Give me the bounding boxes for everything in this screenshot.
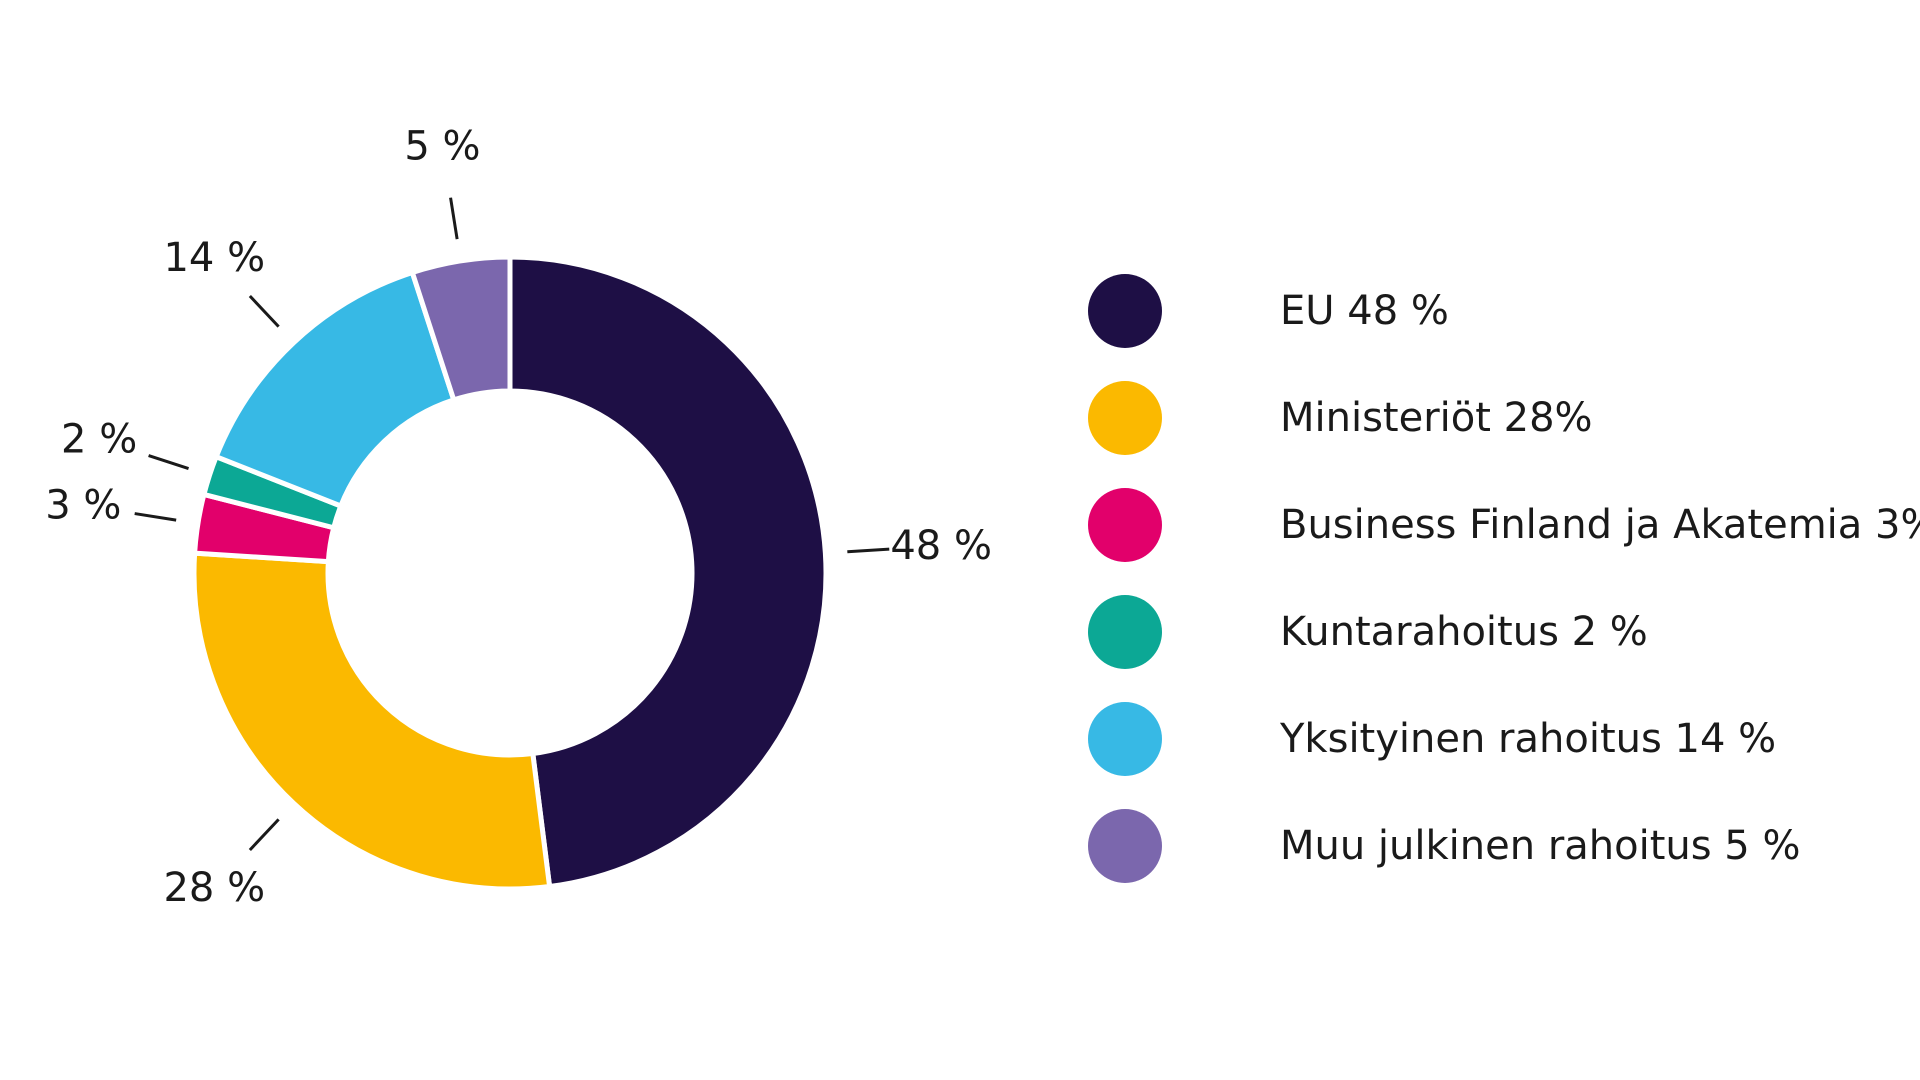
leader-line-4 [248, 294, 280, 328]
slice-yksityinen-rahoitus [212, 269, 457, 510]
legend-swatch-icon [1088, 488, 1162, 562]
slice-labels: 48 % 28 % 3 % 2 % 14 % 5 % [45, 123, 992, 911]
legend-label: Business Finland ja Akatemia 3% [1280, 502, 1920, 548]
legend-swatch-icon [1088, 702, 1162, 776]
slice-label-1: 28 % [163, 865, 265, 911]
legend-label: Ministeriöt 28% [1280, 395, 1593, 441]
legend-item: EU 48 % [1088, 274, 1920, 348]
slice-ministeriöt [191, 550, 553, 892]
legend-swatch-icon [1088, 595, 1162, 669]
legend-item: Kuntarahoitus 2 % [1088, 595, 1920, 669]
slice-label-3: 2 % [61, 417, 137, 463]
slice-label-2: 3 % [45, 482, 121, 528]
legend-swatch-icon [1088, 274, 1162, 348]
legend-label: Muu julkinen rahoitus 5 % [1280, 823, 1801, 869]
legend-item: Muu julkinen rahoitus 5 % [1088, 809, 1920, 883]
donut-slices [191, 254, 829, 892]
leader-line-5 [449, 197, 459, 240]
leader-line-0 [847, 547, 890, 554]
slice-label-4: 14 % [163, 235, 265, 281]
legend-item: Business Finland ja Akatemia 3% [1088, 488, 1920, 562]
leader-lines [134, 197, 890, 852]
legend-item: Ministeriöt 28% [1088, 381, 1920, 455]
slice-label-0: 48 % [890, 523, 992, 569]
legend: EU 48 % Ministeriöt 28% Business Finland j… [1088, 274, 1920, 916]
legend-label: EU 48 % [1280, 288, 1449, 334]
leader-line-1 [248, 818, 280, 852]
slice-muu-julkinen-rahoitus [409, 254, 513, 404]
legend-label: Kuntarahoitus 2 % [1280, 609, 1648, 655]
slice-label-5: 5 % [404, 123, 480, 169]
legend-item: Yksityinen rahoitus 14 % [1088, 702, 1920, 776]
legend-label: Yksityinen rahoitus 14 % [1280, 716, 1777, 762]
leader-line-2 [134, 512, 177, 522]
leader-line-3 [148, 454, 190, 470]
legend-swatch-icon [1088, 809, 1162, 883]
legend-swatch-icon [1088, 381, 1162, 455]
slice-eu [507, 254, 829, 890]
